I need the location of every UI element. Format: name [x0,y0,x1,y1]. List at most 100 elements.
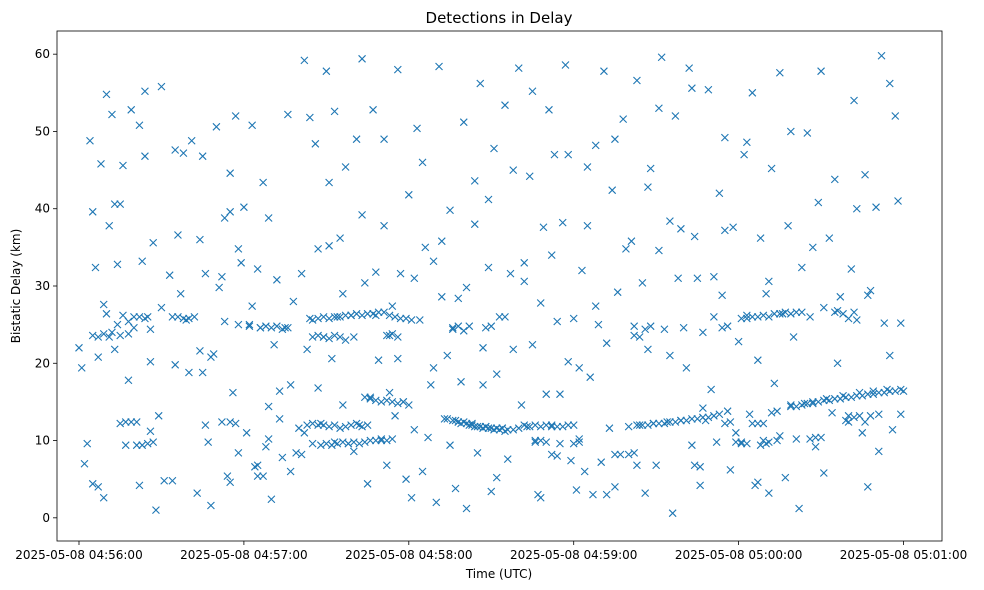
data-point [363,309,372,318]
data-point [630,322,639,331]
data-point [88,331,97,340]
data-point [718,323,727,332]
data-point [190,313,199,321]
data-point [487,322,496,331]
data-point [481,323,490,332]
data-point [283,110,292,119]
data-point [377,436,386,445]
data-point [602,490,611,499]
data-point [514,64,523,72]
data-point [94,353,103,361]
data-point [836,292,845,301]
data-point [138,441,147,450]
data-point [547,421,556,429]
data-point [638,279,647,287]
data-point [363,479,372,488]
data-point [753,478,762,487]
data-point [844,314,853,323]
data-point [234,245,243,253]
data-point [781,473,790,482]
data-point [657,53,666,62]
data-point [786,309,795,318]
data-point [234,449,243,457]
data-point [528,340,537,349]
data-point [627,237,636,246]
data-point [720,226,729,235]
data-point [819,303,828,312]
data-point [704,85,713,94]
data-point [564,421,573,429]
data-point [75,343,83,352]
data-point [737,314,746,323]
data-point [440,415,449,423]
x-tick-label: 2025-05-08 05:00:00 [675,548,802,562]
data-point [808,399,817,408]
data-point [891,387,900,395]
data-point [336,313,344,321]
data-point [360,279,369,287]
data-point [437,292,446,301]
data-point [165,271,174,280]
data-point [176,289,185,298]
data-point [415,316,424,324]
data-point [885,387,894,395]
data-point [330,313,339,321]
data-point [264,402,273,411]
data-point [690,461,699,470]
data-point [149,438,158,446]
data-point [220,214,229,222]
data-point [792,308,801,317]
y-tick-label: 20 [35,356,50,370]
data-point [99,300,108,309]
data-point [514,424,523,433]
data-point [715,410,724,419]
data-point [479,343,487,352]
data-point [797,401,806,409]
data-point [693,274,702,283]
data-point [847,265,856,273]
data-point [113,320,122,329]
data-point [888,425,897,434]
data-point [311,139,320,148]
data-point [314,314,322,323]
data-point [655,419,663,428]
data-point [116,200,125,208]
data-point [300,56,309,65]
data-point [286,381,295,389]
data-point [325,241,333,250]
data-point [119,311,127,320]
data-point [333,313,342,321]
data-point [393,354,402,363]
data-point [792,435,801,443]
data-point [366,436,375,445]
data-point [891,112,900,120]
data-point [234,320,243,329]
data-point [218,272,226,281]
data-point [679,323,688,332]
data-point [668,509,677,518]
data-point [407,316,416,324]
data-point [457,377,465,386]
data-point [564,150,573,159]
data-point [542,421,551,429]
data-point [784,221,792,230]
data-point [322,439,331,448]
data-point [86,136,94,145]
data-point [734,337,743,346]
data-point [305,113,314,122]
data-point [369,309,377,318]
data-point [105,221,114,230]
data-point [495,313,504,321]
data-point [393,65,402,74]
data-point [737,439,746,448]
data-point [542,390,551,399]
data-point [723,322,732,331]
data-point [152,506,160,514]
data-point [619,115,628,123]
y-tick-label: 30 [35,279,50,293]
data-point [322,67,331,76]
data-point [852,391,861,400]
data-point [316,441,325,450]
data-point [709,272,718,281]
data-point [811,442,820,451]
